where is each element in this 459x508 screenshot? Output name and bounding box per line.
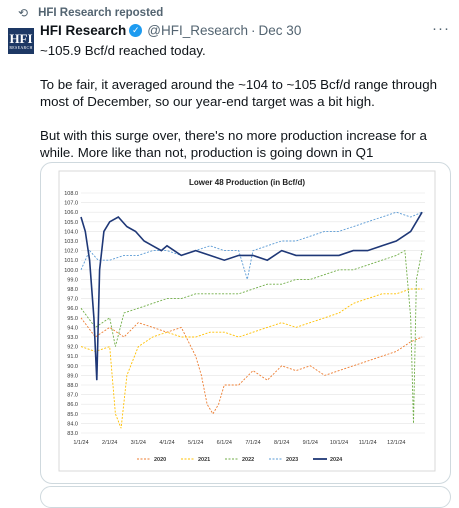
avatar[interactable]: HFI RESEARCH [8,28,34,54]
y-tick-label: 90.0 [67,364,78,370]
y-tick-label: 99.0 [67,277,78,283]
repost-icon: ⟲ [18,6,29,20]
tweet-paragraph: ~105.9 Bcf/d reached today. [40,43,206,58]
x-tick-label: 9/1/24 [303,440,318,446]
separator-dot: · [251,23,256,38]
y-tick-label: 83.0 [67,431,78,437]
author-name[interactable]: HFI Research [40,23,127,38]
y-tick-label: 95.0 [67,316,78,322]
verified-icon: ✓ [129,24,143,37]
x-tick-label: 5/1/24 [188,440,203,446]
y-tick-label: 84.0 [67,421,78,427]
y-tick-label: 91.0 [67,354,78,360]
chart-grid [81,192,425,434]
tweet-paragraph: But with this surge over, there's no mor… [40,128,427,160]
y-tick-label: 101.0 [64,258,78,264]
legend-label-2022: 2022 [242,457,254,463]
y-tick-label: 106.0 [64,210,78,216]
legend-label-2020: 2020 [154,457,166,463]
y-tick-label: 85.0 [67,412,78,418]
y-tick-label: 107.0 [64,201,78,207]
y-tick-label: 98.0 [67,287,78,293]
tweet-paragraph: To be fair, it averaged around the ~104 … [40,77,437,109]
tweet-header: HFI Research ✓ @HFI_Research · Dec 30 [40,23,301,38]
y-tick-label: 93.0 [67,335,78,341]
y-tick-label: 103.0 [64,239,78,245]
x-tick-label: 3/1/24 [131,440,146,446]
repost-header: ⟲ HFI Research reposted [18,6,163,20]
chart-frame [58,170,436,472]
chart-legend: 2020 2021 2022 2023 2024 [137,457,343,463]
production-chart: Lower 48 Production (in Bcf/d) 108.0 107.… [58,170,436,472]
author-handle[interactable]: @HFI_Research [147,23,249,38]
chart-series [80,211,423,429]
x-tick-label: 12/1/24 [387,440,405,446]
x-tick-label: 7/1/24 [245,440,260,446]
legend-label-2023: 2023 [286,457,298,463]
legend-label-2021: 2021 [198,457,210,463]
x-tick-label: 8/1/24 [274,440,289,446]
avatar-logo-text: HFI [9,31,33,46]
x-axis: 1/1/24 2/1/24 3/1/24 4/1/24 5/1/24 6/1/24 7/1/… [73,440,405,446]
y-tick-label: 94.0 [67,325,78,331]
series-line-2021 [80,288,423,429]
series-line-2024 [80,211,423,381]
y-tick-label: 86.0 [67,402,78,408]
chart-title: Lower 48 Production (in Bcf/d) [189,178,305,187]
x-tick-label: 6/1/24 [217,440,232,446]
repost-label: HFI Research reposted [38,7,164,19]
x-tick-label: 11/1/24 [359,440,377,446]
y-tick-label: 105.0 [64,220,78,226]
more-icon[interactable]: ··· [432,20,450,37]
y-tick-label: 87.0 [67,393,78,399]
y-tick-label: 96.0 [67,306,78,312]
x-tick-label: 4/1/24 [159,440,174,446]
tweet-text: ~105.9 Bcf/d reached today. To be fair, … [40,42,450,178]
y-tick-label: 97.0 [67,297,78,303]
avatar-logo-subtext: RESEARCH [9,45,33,50]
tweet-date[interactable]: Dec 30 [258,23,302,38]
x-tick-label: 10/1/24 [330,440,348,446]
y-tick-label: 102.0 [64,249,78,255]
x-tick-label: 2/1/24 [102,440,117,446]
quoted-card-edge[interactable] [40,486,451,508]
legend-label-2024: 2024 [330,457,343,463]
y-tick-label: 104.0 [64,229,78,235]
y-tick-label: 108.0 [64,191,78,197]
y-tick-label: 92.0 [67,345,78,351]
series-line-2022 [80,249,423,424]
y-tick-label: 100.0 [64,268,78,274]
y-tick-label: 88.0 [67,383,78,389]
y-axis: 108.0 107.0 106.0 105.0 104.0 103.0 102.0 101.0… [64,191,78,437]
x-tick-label: 1/1/24 [73,440,88,446]
chart-image[interactable]: Lower 48 Production (in Bcf/d) 108.0 107.… [40,162,451,484]
y-tick-label: 89.0 [67,373,78,379]
